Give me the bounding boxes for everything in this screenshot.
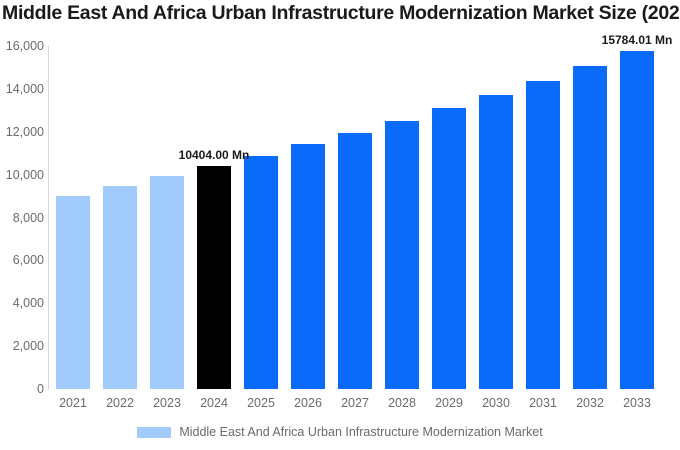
- bar-column[interactable]: [103, 46, 137, 389]
- x-axis-tick-label: 2025: [247, 396, 275, 410]
- x-axis-tick-label: 2028: [388, 396, 416, 410]
- bar-column[interactable]: [244, 46, 278, 389]
- bar-column[interactable]: [56, 46, 90, 389]
- bar-2021[interactable]: [56, 195, 90, 389]
- x-axis-tick-label: 2030: [482, 396, 510, 410]
- plot-area: [48, 46, 680, 389]
- bar-2022[interactable]: [103, 186, 137, 389]
- y-axis-line: [48, 46, 49, 390]
- bar-2027[interactable]: [338, 133, 372, 389]
- bar-column[interactable]: [385, 46, 419, 389]
- x-axis-tick-label: 2032: [576, 396, 604, 410]
- bar-column[interactable]: [573, 46, 607, 389]
- x-axis-tick-label: 2026: [294, 396, 322, 410]
- bar-column[interactable]: [197, 46, 231, 389]
- legend-item-label: Middle East And Africa Urban Infrastruct…: [179, 425, 543, 439]
- y-axis: 0 2,000 4,000 6,000 8,000 10,000 12,000 14,000 1…: [0, 0, 44, 450]
- x-axis-tick-label: 2021: [59, 396, 87, 410]
- x-axis-tick-label: 2031: [529, 396, 557, 410]
- bar-2024[interactable]: [197, 165, 231, 389]
- bar-2026[interactable]: [291, 144, 325, 389]
- bar-column[interactable]: [526, 46, 560, 389]
- y-axis-tick-label: 2,000: [12, 339, 44, 354]
- bar-2028[interactable]: [385, 121, 419, 389]
- chart-legend: Middle East And Africa Urban Infrastruct…: [0, 425, 680, 439]
- bar-column[interactable]: [479, 46, 513, 389]
- y-axis-tick-label: 16,000: [5, 39, 44, 53]
- bar-column[interactable]: [150, 46, 184, 389]
- y-axis-tick-label: 14,000: [5, 81, 44, 96]
- bar-column[interactable]: [432, 46, 466, 389]
- x-axis-tick-label: 2024: [200, 396, 228, 410]
- chart-title: Middle East And Africa Urban Infrastruct…: [2, 2, 680, 24]
- x-axis-tick-label: 2023: [153, 396, 181, 410]
- y-axis-tick-label: 4,000: [12, 296, 44, 311]
- bar-2033[interactable]: [620, 50, 654, 389]
- bar-2029[interactable]: [432, 108, 466, 389]
- y-axis-tick-label: 6,000: [12, 253, 44, 268]
- bar-2030[interactable]: [479, 95, 513, 389]
- bar-2032[interactable]: [573, 66, 607, 389]
- bar-2025[interactable]: [244, 155, 278, 389]
- y-axis-tick-label: 0: [37, 382, 44, 396]
- x-axis-tick-label: 2029: [435, 396, 463, 410]
- bar-column[interactable]: [620, 46, 654, 389]
- legend-swatch-icon: [137, 426, 172, 438]
- x-axis-tick-label: 2022: [106, 396, 134, 410]
- bar-2031[interactable]: [526, 80, 560, 389]
- data-label-2024: 10404.00 Mn: [178, 147, 250, 162]
- y-axis-tick-label: 10,000: [5, 167, 44, 182]
- bar-column[interactable]: [338, 46, 372, 389]
- x-axis-tick-label: 2033: [623, 396, 651, 410]
- x-axis-tick-label: 2027: [341, 396, 369, 410]
- bar-2023[interactable]: [150, 176, 184, 389]
- y-axis-tick-label: 8,000: [12, 210, 44, 225]
- y-axis-tick-label: 12,000: [5, 124, 44, 139]
- data-label-2033: 15784.01 Mn: [601, 32, 673, 47]
- bar-column[interactable]: [291, 46, 325, 389]
